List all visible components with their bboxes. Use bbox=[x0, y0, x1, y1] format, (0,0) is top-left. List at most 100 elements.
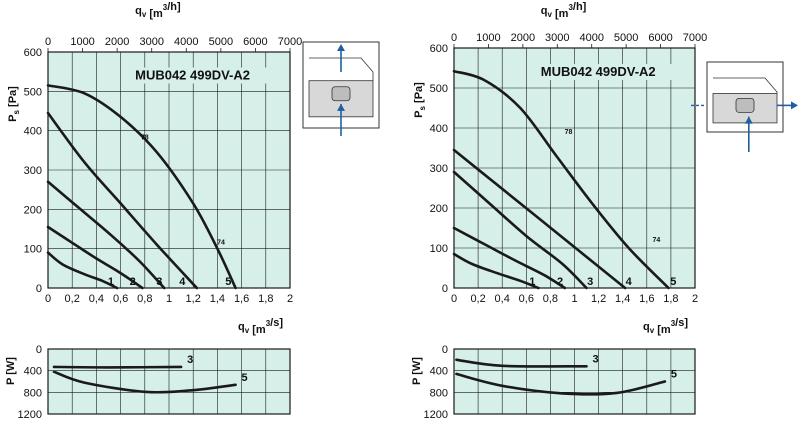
power-curve-5 bbox=[455, 372, 667, 396]
power-y-title-group: P [W] bbox=[5, 357, 17, 385]
x-tick-label: 1,2 bbox=[591, 293, 606, 305]
x-tick-label: 1 bbox=[571, 293, 577, 305]
title-backdrop bbox=[536, 64, 687, 80]
x2-tick-label: 3000 bbox=[139, 36, 163, 48]
x2-tick-label: 2000 bbox=[511, 32, 535, 44]
x2-tick-label: 4000 bbox=[579, 32, 603, 44]
chart-title: MUB042 499DV-A2 bbox=[135, 68, 250, 83]
power-y-tick-label: 400 bbox=[24, 366, 42, 378]
airflow-up-arrow-head-icon bbox=[337, 44, 345, 51]
y-axis-title-group: Ps [Pa] bbox=[413, 82, 427, 118]
power-curve-3 bbox=[52, 365, 183, 369]
curve-label: 2 bbox=[557, 276, 563, 288]
y-tick-label: 0 bbox=[442, 283, 448, 295]
x2-tick-label: 0 bbox=[45, 36, 51, 48]
y-tick-label: 400 bbox=[24, 126, 42, 138]
efficiency-label: 74 bbox=[653, 237, 661, 244]
x-tick-label: 1 bbox=[166, 293, 172, 305]
duct-outline-icon bbox=[713, 77, 778, 94]
power-y-tick-label: 800 bbox=[24, 387, 42, 399]
fan-curve-2 bbox=[452, 226, 567, 290]
x-tick-label: 0 bbox=[45, 293, 51, 305]
x2-tick-label: 7000 bbox=[278, 36, 302, 48]
curve-label: 1 bbox=[529, 276, 535, 288]
y-tick-label: 600 bbox=[430, 43, 448, 55]
fan-curve-2 bbox=[46, 225, 144, 290]
x2-tick-label: 5000 bbox=[209, 36, 233, 48]
curve-label: 4 bbox=[179, 276, 186, 288]
x2-tick-label: 1000 bbox=[70, 36, 94, 48]
x-tick-label: 1,4 bbox=[210, 293, 225, 305]
power-curve-5 bbox=[52, 370, 237, 394]
chart-panel-1: 0 0,2 0,4 0,6 0,8 1 1,2 1,4 1,6 1,8 20100200300400… bbox=[5, 1, 380, 421]
power-curve-3 bbox=[455, 358, 588, 368]
y-tick-label: 300 bbox=[24, 165, 42, 177]
fan-curve-4 bbox=[46, 111, 199, 290]
x2-axis-title: qv [m3/h] bbox=[541, 1, 587, 20]
x-tick-label: 1,4 bbox=[615, 293, 630, 305]
x2-axis-title: qv [m3/h] bbox=[135, 1, 181, 20]
power-curve-label: 3 bbox=[187, 354, 193, 366]
power-y-tick-label: 1200 bbox=[18, 409, 42, 421]
power-y-tick-label: 800 bbox=[430, 387, 448, 399]
curve-label: 3 bbox=[587, 276, 593, 288]
x-tick-label: 1,6 bbox=[639, 293, 654, 305]
x2-tick-label: 3000 bbox=[545, 32, 569, 44]
y-tick-label: 600 bbox=[24, 47, 42, 59]
power-y-tick-label: 0 bbox=[36, 344, 42, 356]
fan-curve-5 bbox=[452, 69, 670, 290]
x2-tick-label: 4000 bbox=[174, 36, 198, 48]
curve-label: 1 bbox=[108, 276, 114, 288]
power-y-tick-label: 400 bbox=[430, 366, 448, 378]
title-backdrop bbox=[131, 67, 282, 84]
x-tick-label: 1,8 bbox=[663, 293, 678, 305]
fan-curve-4 bbox=[452, 148, 627, 290]
duct-outline-icon bbox=[309, 57, 374, 81]
curve-label: 5 bbox=[225, 276, 231, 288]
y-tick-label: 500 bbox=[430, 83, 448, 95]
efficiency-label: 78 bbox=[141, 134, 149, 141]
fan-curve-3 bbox=[46, 180, 166, 290]
power-y-tick-label: 0 bbox=[442, 344, 448, 356]
power-y-axis-title: P [W] bbox=[5, 357, 17, 385]
chart-panel-2: 0 0,2 0,4 0,6 0,8 1 1,2 1,4 1,6 1,8 20100200300400… bbox=[411, 1, 798, 421]
power-curve-label: 5 bbox=[242, 372, 248, 384]
airflow-inlet-arrow-head-icon bbox=[744, 116, 753, 124]
x-tick-label: 0,4 bbox=[89, 293, 104, 305]
x-tick-label: 0,8 bbox=[543, 293, 558, 305]
curve-label: 5 bbox=[670, 276, 676, 288]
x2-tick-label: 6000 bbox=[243, 36, 267, 48]
fan-curve-1 bbox=[452, 252, 540, 290]
airflow-side-arrow-head-icon bbox=[791, 101, 798, 110]
x2-tick-label: 2000 bbox=[105, 36, 129, 48]
airflow-diagram bbox=[302, 41, 380, 136]
y-tick-label: 400 bbox=[430, 123, 448, 135]
x-tick-label: 1,2 bbox=[186, 293, 201, 305]
x2-tick-label: 1000 bbox=[476, 32, 500, 44]
x-tick-label: 0,2 bbox=[470, 293, 485, 305]
airflow-diagram bbox=[691, 61, 798, 152]
power-curve-label: 5 bbox=[671, 369, 677, 381]
x2-tick-label: 5000 bbox=[614, 32, 638, 44]
x-tick-label: 0,2 bbox=[65, 293, 80, 305]
x-tick-label: 2 bbox=[287, 293, 293, 305]
efficiency-label: 78 bbox=[565, 129, 573, 136]
x-tick-label: 0,8 bbox=[137, 293, 152, 305]
x-axis-title: qv [m3/s] bbox=[643, 317, 688, 336]
x-tick-label: 2 bbox=[692, 293, 698, 305]
efficiency-label: 74 bbox=[217, 240, 225, 247]
x-axis-title: qv [m3/s] bbox=[238, 317, 283, 336]
airflow-inlet-arrow-head-icon bbox=[337, 103, 345, 111]
impeller-icon bbox=[331, 86, 351, 102]
x2-tick-label: 6000 bbox=[648, 32, 672, 44]
x-tick-label: 0,4 bbox=[495, 293, 510, 305]
x-tick-label: 0,6 bbox=[519, 293, 534, 305]
y-tick-label: 0 bbox=[36, 283, 42, 295]
x-tick-label: 0 bbox=[451, 293, 457, 305]
curve-label: 2 bbox=[130, 276, 136, 288]
curve-label: 4 bbox=[626, 276, 633, 288]
y-tick-label: 500 bbox=[24, 86, 42, 98]
power-y-axis-title: P [W] bbox=[411, 357, 423, 385]
x-tick-label: 1,8 bbox=[258, 293, 273, 305]
